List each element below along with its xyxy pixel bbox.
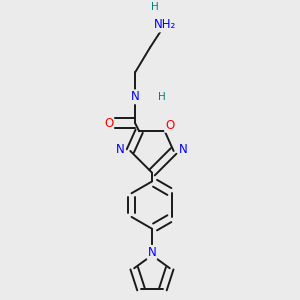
Text: O: O — [104, 117, 113, 130]
Text: H: H — [158, 92, 166, 102]
Text: N: N — [148, 246, 156, 259]
Text: O: O — [165, 119, 174, 132]
Text: NH₂: NH₂ — [154, 19, 176, 32]
Text: N: N — [131, 90, 140, 103]
Text: H: H — [151, 2, 159, 12]
Text: N: N — [179, 143, 188, 157]
Text: N: N — [116, 143, 125, 157]
